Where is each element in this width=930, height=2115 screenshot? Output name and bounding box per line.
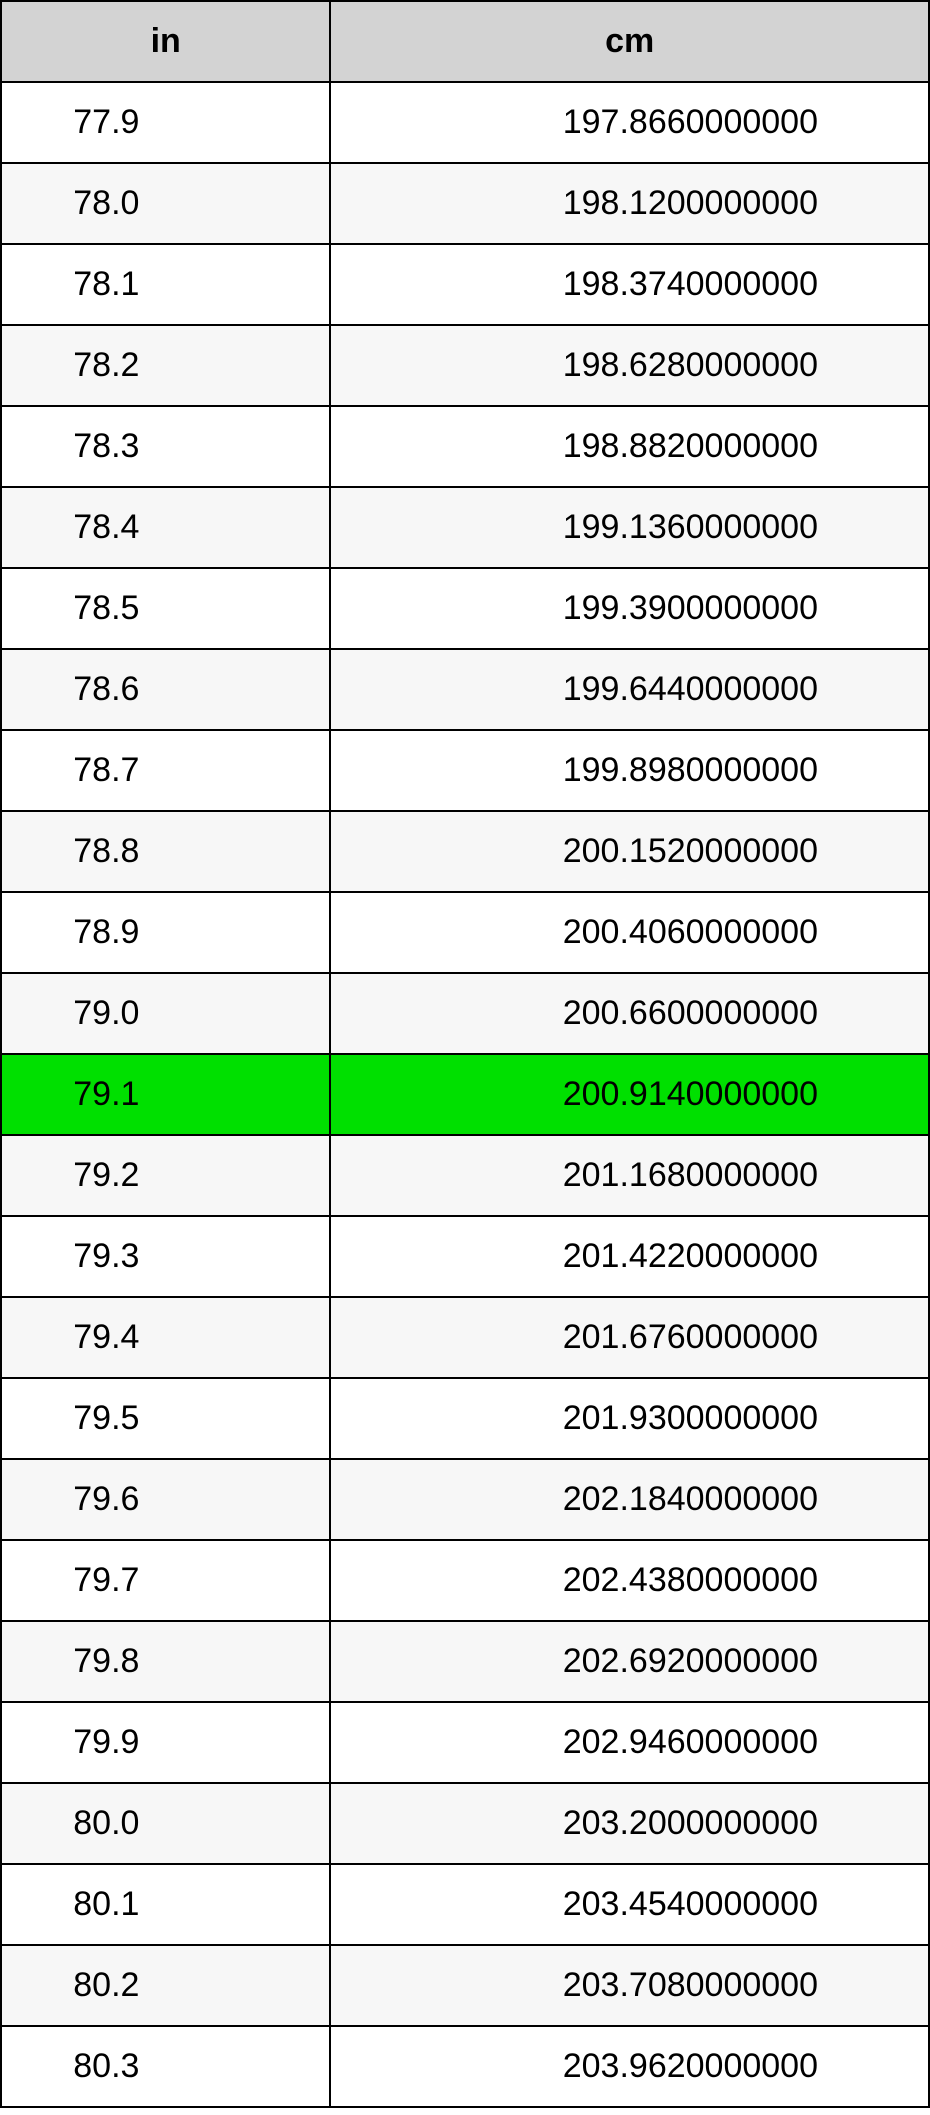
table-row: 78.1198.3740000000 [1,244,929,325]
conversion-table: incm 77.9197.866000000078.0198.120000000… [0,0,930,2108]
table-row-highlighted: 79.1200.9140000000 [1,1054,929,1135]
table-row: 80.2203.7080000000 [1,1945,929,2026]
cell-in: 78.1 [1,244,330,325]
cell-in: 77.9 [1,82,330,163]
cell-cm: 200.9140000000 [330,1054,929,1135]
cell-in: 78.4 [1,487,330,568]
table-row: 79.6202.1840000000 [1,1459,929,1540]
column-header-cm: cm [330,1,929,82]
cell-in: 79.4 [1,1297,330,1378]
cell-cm: 199.8980000000 [330,730,929,811]
cell-in: 78.2 [1,325,330,406]
cell-cm: 202.4380000000 [330,1540,929,1621]
table-row: 80.3203.9620000000 [1,2026,929,2107]
cell-cm: 199.1360000000 [330,487,929,568]
cell-in: 79.7 [1,1540,330,1621]
table-row: 78.3198.8820000000 [1,406,929,487]
cell-cm: 201.6760000000 [330,1297,929,1378]
cell-cm: 200.1520000000 [330,811,929,892]
cell-in: 79.9 [1,1702,330,1783]
table-body: 77.9197.866000000078.0198.120000000078.1… [1,82,929,2107]
table-row: 78.2198.6280000000 [1,325,929,406]
table-row: 79.8202.6920000000 [1,1621,929,1702]
table-row: 79.3201.4220000000 [1,1216,929,1297]
table-row: 79.4201.6760000000 [1,1297,929,1378]
cell-in: 79.5 [1,1378,330,1459]
cell-cm: 198.8820000000 [330,406,929,487]
cell-in: 79.6 [1,1459,330,1540]
cell-in: 80.2 [1,1945,330,2026]
table-row: 78.6199.6440000000 [1,649,929,730]
cell-in: 79.2 [1,1135,330,1216]
table-row: 78.0198.1200000000 [1,163,929,244]
cell-cm: 201.9300000000 [330,1378,929,1459]
table-row: 78.5199.3900000000 [1,568,929,649]
cell-in: 80.3 [1,2026,330,2107]
table-row: 78.7199.8980000000 [1,730,929,811]
cell-in: 79.1 [1,1054,330,1135]
cell-cm: 199.6440000000 [330,649,929,730]
table-row: 77.9197.8660000000 [1,82,929,163]
table-row: 78.8200.1520000000 [1,811,929,892]
cell-cm: 201.1680000000 [330,1135,929,1216]
table-row: 79.9202.9460000000 [1,1702,929,1783]
cell-cm: 202.9460000000 [330,1702,929,1783]
table-row: 79.7202.4380000000 [1,1540,929,1621]
cell-cm: 203.7080000000 [330,1945,929,2026]
table-header-row: incm [1,1,929,82]
table-row: 80.1203.4540000000 [1,1864,929,1945]
cell-cm: 200.4060000000 [330,892,929,973]
cell-cm: 198.6280000000 [330,325,929,406]
cell-in: 79.0 [1,973,330,1054]
table-row: 79.5201.9300000000 [1,1378,929,1459]
cell-in: 78.3 [1,406,330,487]
conversion-table-container: incm 77.9197.866000000078.0198.120000000… [0,0,930,2108]
cell-cm: 202.6920000000 [330,1621,929,1702]
table-header: incm [1,1,929,82]
cell-cm: 203.4540000000 [330,1864,929,1945]
cell-in: 78.8 [1,811,330,892]
cell-cm: 198.3740000000 [330,244,929,325]
cell-in: 78.9 [1,892,330,973]
cell-cm: 203.9620000000 [330,2026,929,2107]
table-row: 79.0200.6600000000 [1,973,929,1054]
cell-in: 78.6 [1,649,330,730]
cell-cm: 198.1200000000 [330,163,929,244]
table-row: 79.2201.1680000000 [1,1135,929,1216]
cell-cm: 203.2000000000 [330,1783,929,1864]
table-row: 78.4199.1360000000 [1,487,929,568]
cell-in: 78.5 [1,568,330,649]
cell-cm: 200.6600000000 [330,973,929,1054]
table-row: 78.9200.4060000000 [1,892,929,973]
cell-cm: 199.3900000000 [330,568,929,649]
column-header-in: in [1,1,330,82]
table-row: 80.0203.2000000000 [1,1783,929,1864]
cell-in: 78.7 [1,730,330,811]
cell-cm: 201.4220000000 [330,1216,929,1297]
cell-in: 78.0 [1,163,330,244]
cell-in: 79.8 [1,1621,330,1702]
cell-cm: 197.8660000000 [330,82,929,163]
cell-in: 80.0 [1,1783,330,1864]
cell-cm: 202.1840000000 [330,1459,929,1540]
cell-in: 79.3 [1,1216,330,1297]
cell-in: 80.1 [1,1864,330,1945]
